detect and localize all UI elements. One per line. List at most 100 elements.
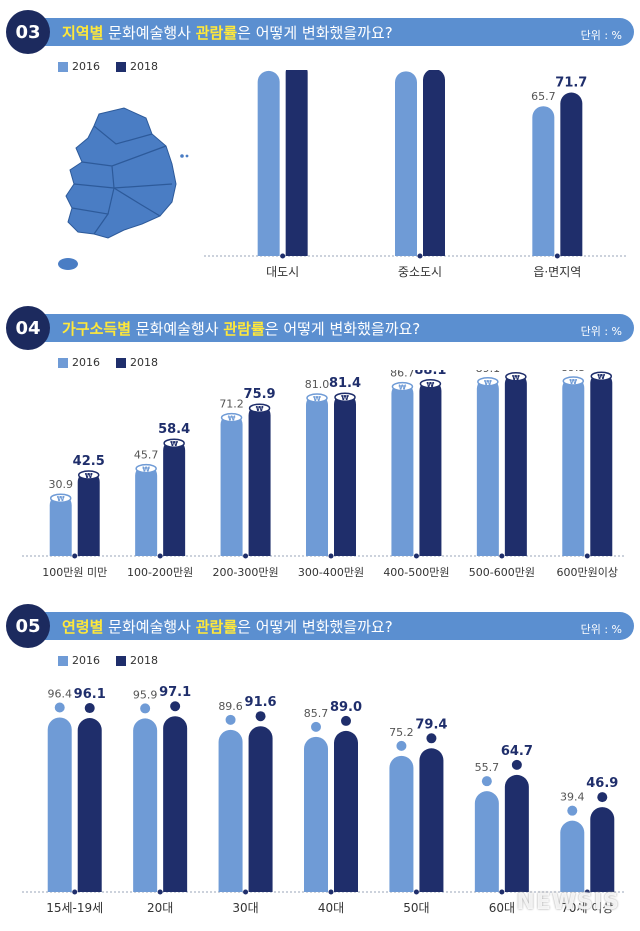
value-label-2018: 42.5 [73,454,105,469]
dot-2016 [311,721,321,732]
coin-icon-glyph: ₩ [142,466,150,474]
value-label-2018: 58.4 [158,422,190,437]
bar-2018 [163,716,188,892]
bar-2016 [220,413,243,556]
coin-icon [590,371,613,381]
bar-2016 [218,729,243,892]
category-dot [157,889,163,895]
coin-icon [77,470,100,480]
category-label: 40대 [318,901,344,915]
coin-icon [477,377,499,387]
dot-2016 [54,702,65,713]
legend: 2016 2018 [58,356,168,369]
category-label: 읍·면지역 [533,265,581,279]
title-rest: 문화예술행사 [103,618,196,636]
legend-label-2018: 2018 [130,654,158,667]
bar-2016 [49,494,72,556]
coin-icon [135,463,157,474]
legend-label-2016: 2016 [72,356,100,369]
value-label-2016: 65.7 [531,90,556,103]
value-label-2016: 89.1 [476,370,501,375]
category-label: 600만원이상 [557,566,618,579]
bar-2018 [163,439,186,556]
bar-2018 [504,372,527,556]
section-number: 04 [6,306,50,350]
bar-2018 [334,393,356,556]
section-number: 03 [6,10,50,54]
coin-icon [306,393,328,403]
title-end: 은 어떻게 변화했을까요? [237,618,393,636]
value-label-2016: 71.2 [219,398,244,411]
category-dot [72,553,78,559]
value-label-2016: 30.9 [48,478,73,491]
chart-income: ₩30.9 ₩42.5 100만원 미만 ₩45.7 ₩58.4 100-200만원 ₩71… [22,370,626,579]
category-dot [554,253,560,259]
section-header-bar [26,314,634,342]
category-label: 20대 [147,901,173,915]
coin-icon-glyph: ₩ [228,415,236,423]
title-bold: 관람률 [195,618,238,636]
section-age: 05 연령별 문화예술행사 관람률은 어떻게 변화했을까요? 단위 : % 20… [0,600,640,931]
dot-2016 [481,776,492,787]
category-label: 100-200만원 [127,566,193,579]
coin-icon [391,381,414,392]
bar-2016 [135,464,158,556]
legend-item-2018: 2018 [116,654,158,667]
dot-2018 [341,715,351,726]
category-label: 200-300만원 [212,566,278,579]
bar-2016 [306,394,328,556]
value-label-2018: 88.1 [414,370,446,378]
value-label-2018: 81.4 [329,376,361,391]
value-label-2018: 91.6 [500,370,532,371]
title-bold: 관람률 [195,24,238,42]
korea-map-icon [58,107,189,270]
title-highlight: 가구소득별 [62,320,132,338]
bar-2018 [419,748,444,892]
category-dot [72,889,78,895]
category-dot [157,553,163,559]
category-dot [413,553,419,559]
category-label: 100만원 미만 [42,566,107,579]
bar-2018 [248,726,273,892]
bar-2016 [474,791,499,892]
value-label-2018: 96.1 [74,687,106,702]
coin-icon-glyph: ₩ [597,373,605,381]
legend-swatch-2016 [58,61,68,72]
category-label: 50대 [403,901,429,915]
unit-label: 단위 : % [580,325,622,338]
bar-2018 [77,471,100,556]
coin-icon-glyph: ₩ [427,381,435,389]
dot-2018 [84,703,95,714]
value-label-2016: 89.5 [561,370,586,374]
value-label-2016: 55.7 [475,761,500,774]
value-label-2016: 39.4 [560,791,585,804]
value-label-2016: 81.0 [305,378,330,391]
section-title: 가구소득별 문화예술행사 관람률은 어떻게 변화했을까요? [62,318,420,339]
bar-2018 [419,379,442,556]
category-dot [328,553,334,559]
title-end: 은 어떻게 변화했을까요? [237,24,393,42]
title-rest: 문화예술행사 [131,320,224,338]
bar-2018 [560,92,583,256]
category-dot [413,889,419,895]
category-dot [584,553,590,559]
legend-swatch-2016 [58,357,68,368]
category-label: 대도시 [266,265,299,279]
bar-2018 [248,404,271,556]
chart-age: 96.4 96.1 15세-19세 95.9 97.1 20대 89.6 91.6 30대 85.… [22,685,626,915]
bar-2018 [285,70,308,256]
bar-2016 [391,382,414,556]
title-bold: 관람률 [223,320,265,338]
coin-icon-glyph: ₩ [256,405,264,413]
title-highlight: 지역별 [62,24,104,42]
category-label: 60대 [489,901,515,915]
section-title: 연령별 문화예술행사 관람률은 어떻게 변화했을까요? [62,616,393,637]
value-label-2018: 91.6 [245,695,277,710]
dot-2016 [140,703,151,714]
value-label-2018: 64.7 [501,744,533,759]
category-dot [243,553,249,559]
legend-swatch-2018 [116,357,126,368]
category-label: 30대 [232,901,258,915]
legend-label-2016: 2016 [72,654,100,667]
title-rest: 문화예술행사 [103,24,196,42]
